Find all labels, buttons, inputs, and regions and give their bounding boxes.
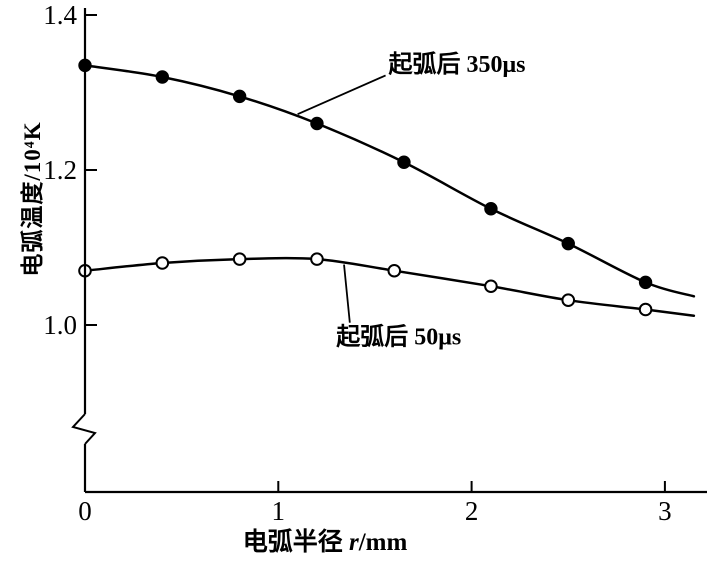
filled-circle-marker (638, 275, 653, 290)
filled-circle-marker (232, 89, 247, 104)
filled-circle-marker (484, 202, 498, 216)
annotation-leader-line (297, 74, 386, 116)
y-tick-label: 1.0 (43, 310, 77, 340)
filled-circle-marker (310, 116, 324, 131)
y-tick-label: 1.4 (43, 0, 77, 30)
y-axis-label: 电弧温度/10⁴K (20, 121, 45, 277)
x-tick-label: 0 (78, 496, 92, 526)
open-circle-marker (638, 302, 653, 317)
annotation-label: 起弧后 50μs (335, 324, 461, 351)
annotation-label: 起弧后 350μs (387, 51, 525, 78)
open-circle-marker (484, 279, 498, 294)
open-circle-marker (232, 252, 247, 266)
open-circle-marker (310, 252, 324, 266)
filled-circle-marker (397, 155, 411, 169)
annotation-leader-line (343, 264, 351, 323)
x-axis-label-prefix: 电弧半径 (242, 529, 349, 556)
filled-circle-marker (561, 236, 575, 251)
open-circle-marker (155, 256, 170, 270)
y-axis-break-icon (71, 413, 97, 445)
x-tick-label: 1 (272, 496, 286, 526)
x-axis-label-variable: r (348, 529, 359, 556)
filled-circle-marker (155, 70, 170, 84)
x-tick-label: 2 (465, 496, 479, 526)
x-tick-label: 3 (658, 496, 672, 526)
open-circle-marker (561, 293, 576, 308)
y-tick-label: 1.2 (43, 155, 77, 185)
open-circle-marker (387, 263, 402, 278)
x-axis-label: 电弧半径 r/mm (85, 522, 565, 558)
x-axis-label-suffix: /mm (358, 529, 408, 556)
